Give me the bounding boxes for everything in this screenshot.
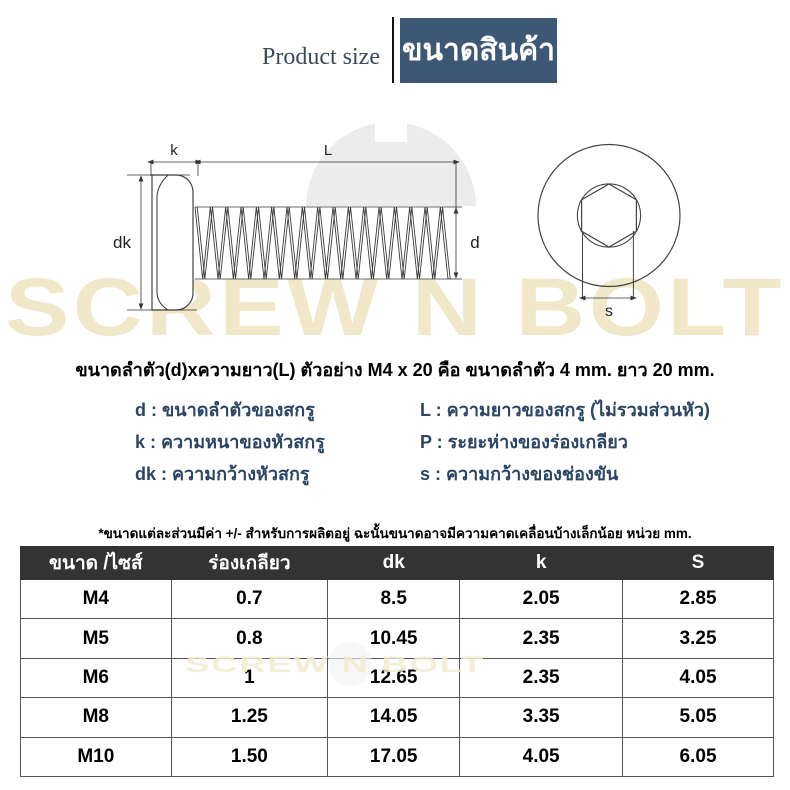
svg-text:d: d xyxy=(470,233,479,252)
svg-text:k: k xyxy=(170,142,178,159)
svg-text:L: L xyxy=(324,142,332,159)
svg-text:dk: dk xyxy=(113,233,131,252)
svg-text:SCREW N BOLT: SCREW N BOLT xyxy=(5,262,785,353)
svg-text:s: s xyxy=(605,303,613,320)
